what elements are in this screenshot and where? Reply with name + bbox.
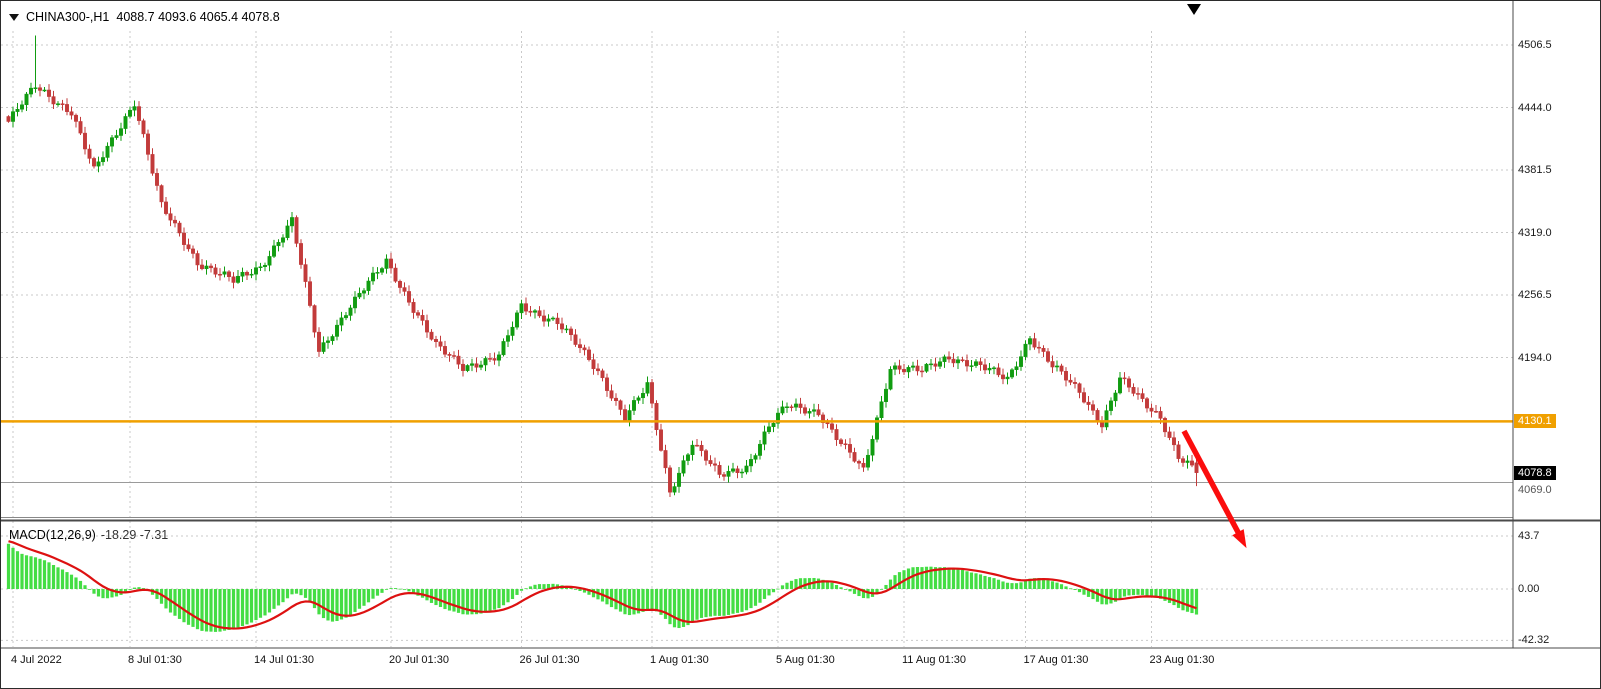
candlestick-series	[6, 35, 1199, 497]
time-axis-label: 11 Aug 01:30	[902, 654, 967, 666]
current-price-label: 4078.8	[1514, 465, 1556, 480]
macd-name: MACD(12,26,9)	[9, 528, 96, 542]
chart-header: CHINA300-,H1 4088.7 4093.6 4065.4 4078.8	[9, 10, 280, 24]
trend-arrow	[1181, 429, 1247, 549]
grid-lines	[1, 31, 1513, 647]
time-axis-label: 17 Aug 01:30	[1023, 654, 1089, 666]
symbol-timeframe-label: CHINA300-,H1	[26, 10, 110, 24]
pane-borders	[1, 1, 1600, 649]
resistance-price-label: 4130.1	[1514, 414, 1556, 429]
time-axis-label: 5 Aug 01:30	[776, 654, 835, 666]
time-axis-label: 14 Jul 01:30	[254, 654, 314, 666]
symbol-dropdown-icon[interactable]	[9, 13, 19, 21]
time-axis-label: 23 Aug 01:30	[1149, 654, 1215, 666]
time-axis-label: 26 Jul 01:30	[519, 654, 580, 666]
scroll-marker-icon	[1187, 4, 1201, 15]
macd-indicator-label: MACD(12,26,9) -18.29 -7.31	[9, 528, 168, 542]
ohlc-values: 4088.7 4093.6 4065.4 4078.8	[116, 10, 280, 24]
time-axis-label: 1 Aug 01:30	[650, 654, 709, 666]
time-axis-label: 8 Jul 01:30	[128, 654, 182, 666]
support-price-label: 4069.0	[1518, 483, 1552, 496]
time-axis-label: 4 Jul 2022	[11, 654, 62, 666]
macd-histogram	[6, 543, 1199, 632]
macd-current-values: -18.29 -7.31	[100, 528, 169, 542]
time-axis-label: 20 Jul 01:30	[389, 654, 449, 666]
time-axis: 4 Jul 2022 8 Jul 01:30 14 Jul 01:30 20 Jul …	[1, 654, 1600, 674]
macd-signal-line	[8, 540, 1197, 630]
